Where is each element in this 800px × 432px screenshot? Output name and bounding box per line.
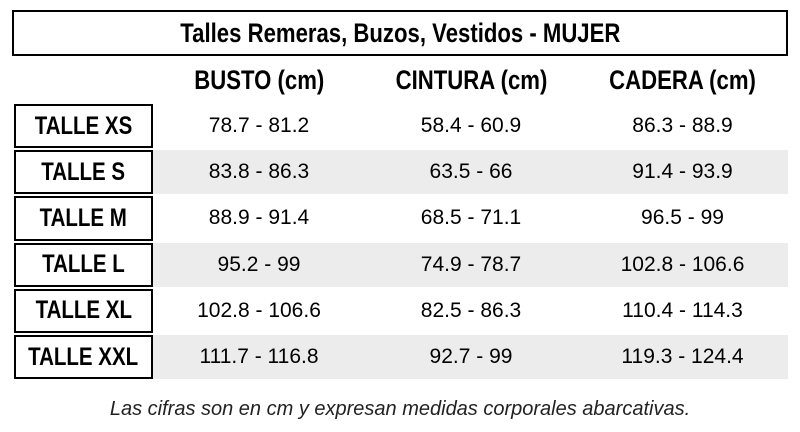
cell: 92.7 - 99 — [429, 345, 513, 369]
cell: 74.9 - 78.7 — [420, 252, 522, 276]
row-label-box: TALLE XXL — [14, 335, 153, 380]
row-label: TALLE XS — [34, 111, 133, 140]
row-label: TALLE L — [42, 250, 125, 279]
row-shade — [153, 150, 788, 195]
column-header: BUSTO (cm) — [153, 58, 365, 102]
row-shade — [153, 335, 788, 380]
cell: 102.8 - 106.6 — [620, 252, 745, 276]
column-header-text: BUSTO (cm) — [194, 64, 324, 95]
cell: 68.5 - 71.1 — [420, 206, 522, 230]
cell: 88.9 - 91.4 — [208, 206, 310, 230]
cell: 63.5 - 66 — [429, 160, 513, 184]
cell: 83.8 - 86.3 — [208, 160, 310, 184]
title-box: Talles Remeras, Buzos, Vestidos - MUJER — [12, 10, 788, 56]
cell: 78.7 - 81.2 — [208, 114, 310, 138]
cell: 82.5 - 86.3 — [420, 298, 522, 322]
row-label-box: TALLE XS — [14, 104, 153, 149]
cell: 110.4 - 114.3 — [622, 298, 743, 322]
title: Talles Remeras, Buzos, Vestidos - MUJER — [179, 17, 621, 48]
row-label-box: TALLE XL — [14, 288, 153, 333]
cell: 95.2 - 99 — [217, 252, 301, 276]
cell: 102.8 - 106.6 — [197, 298, 321, 322]
cell: 111.7 - 116.8 — [199, 345, 319, 369]
column-header-text: CADERA (cm) — [609, 64, 756, 95]
cell: 86.3 - 88.9 — [632, 114, 733, 138]
row-label: TALLE XL — [35, 296, 132, 325]
row-shade — [153, 242, 788, 287]
footnote: Las cifras son en cm y expresan medidas … — [109, 398, 691, 420]
cell: 91.4 - 93.9 — [632, 160, 733, 184]
row-label-box: TALLE L — [14, 242, 153, 287]
cell: 96.5 - 99 — [641, 206, 724, 230]
row-label: TALLE M — [39, 203, 128, 232]
cell: 58.4 - 60.9 — [420, 114, 522, 138]
column-header-text: CINTURA (cm) — [395, 64, 547, 95]
row-label-box: TALLE S — [14, 150, 153, 195]
column-header: CINTURA (cm) — [365, 58, 577, 102]
row-label-box: TALLE M — [14, 196, 153, 241]
column-header: CADERA (cm) — [577, 58, 788, 102]
row-label: TALLE XXL — [28, 342, 139, 371]
row-label: TALLE S — [41, 157, 126, 186]
cell: 119.3 - 124.4 — [621, 345, 744, 369]
